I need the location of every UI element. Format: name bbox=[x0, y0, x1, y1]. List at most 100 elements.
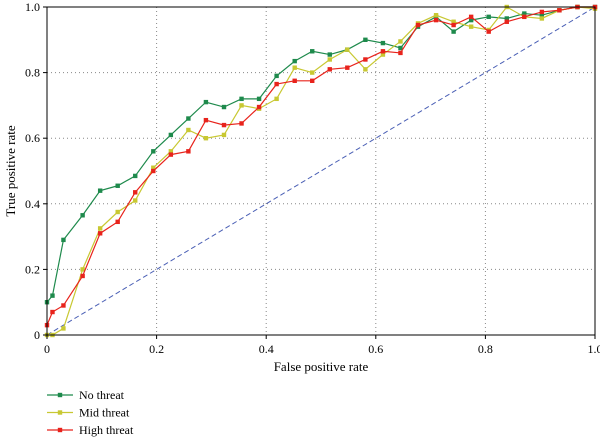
data-point-mid-threat bbox=[133, 198, 137, 202]
legend-label: No threat bbox=[79, 388, 125, 402]
data-point-high-threat bbox=[292, 79, 296, 83]
data-point-high-threat bbox=[133, 190, 137, 194]
data-point-high-threat bbox=[61, 303, 65, 307]
data-point-no-threat bbox=[80, 213, 84, 217]
data-point-no-threat bbox=[115, 184, 119, 188]
x-tick-label: 0 bbox=[44, 342, 50, 356]
x-axis-label: False positive rate bbox=[274, 359, 369, 374]
data-point-mid-threat bbox=[222, 133, 226, 137]
data-point-mid-threat bbox=[345, 47, 349, 51]
data-point-no-threat bbox=[257, 97, 261, 101]
data-point-high-threat bbox=[239, 121, 243, 125]
data-point-no-threat bbox=[98, 188, 102, 192]
legend-item-no-threat: No threat bbox=[47, 388, 125, 402]
series-line-no-threat bbox=[47, 7, 595, 302]
data-point-high-threat bbox=[469, 15, 473, 19]
data-point-no-threat bbox=[186, 116, 190, 120]
data-point-high-threat bbox=[451, 23, 455, 27]
series-no-threat bbox=[45, 5, 597, 305]
data-point-high-threat bbox=[363, 57, 367, 61]
data-point-no-threat bbox=[204, 100, 208, 104]
data-point-no-threat bbox=[328, 52, 332, 56]
series-line-high-threat bbox=[47, 7, 595, 325]
series-layer bbox=[45, 5, 597, 337]
data-point-high-threat bbox=[169, 152, 173, 156]
data-point-high-threat bbox=[540, 10, 544, 14]
series-mid-threat bbox=[45, 5, 597, 337]
data-point-high-threat bbox=[398, 51, 402, 55]
x-tick-label: 0.4 bbox=[259, 342, 274, 356]
data-point-no-threat bbox=[363, 38, 367, 42]
data-point-mid-threat bbox=[363, 67, 367, 71]
random-classifier-reference-line bbox=[47, 7, 595, 335]
data-point-high-threat bbox=[222, 123, 226, 127]
x-tick-label: 0.8 bbox=[478, 342, 493, 356]
legend-item-high-threat: High threat bbox=[47, 423, 134, 437]
data-point-no-threat bbox=[381, 41, 385, 45]
data-point-mid-threat bbox=[98, 226, 102, 230]
data-point-high-threat bbox=[310, 79, 314, 83]
data-point-high-threat bbox=[50, 310, 54, 314]
data-point-high-threat bbox=[522, 15, 526, 19]
x-axis-ticks: 0 0.2 0.4 0.6 0.8 1.0 bbox=[44, 335, 600, 356]
data-point-mid-threat bbox=[398, 39, 402, 43]
data-point-mid-threat bbox=[292, 65, 296, 69]
data-point-no-threat bbox=[50, 293, 54, 297]
data-point-no-threat bbox=[310, 49, 314, 53]
data-point-mid-threat bbox=[204, 136, 208, 140]
data-point-high-threat bbox=[505, 20, 509, 24]
data-point-mid-threat bbox=[61, 326, 65, 330]
y-tick-label: 0.6 bbox=[25, 131, 40, 145]
y-axis-ticks: 00.20.40.60.81.0 bbox=[25, 0, 47, 342]
data-point-high-threat bbox=[274, 82, 278, 86]
data-point-high-threat bbox=[98, 231, 102, 235]
y-tick-label: 0.2 bbox=[25, 262, 40, 276]
data-point-high-threat bbox=[151, 169, 155, 173]
data-point-high-threat bbox=[345, 65, 349, 69]
data-point-no-threat bbox=[292, 59, 296, 63]
x-tick-label: 0.6 bbox=[368, 342, 383, 356]
x-tick-label: 1.0 bbox=[588, 342, 600, 356]
data-point-no-threat bbox=[239, 97, 243, 101]
y-tick-label: 1.0 bbox=[25, 0, 40, 14]
legend: No threat Mid threat High threat bbox=[47, 388, 134, 437]
data-point-mid-threat bbox=[540, 16, 544, 20]
data-point-mid-threat bbox=[186, 128, 190, 132]
data-point-no-threat bbox=[151, 149, 155, 153]
legend-label: Mid threat bbox=[79, 406, 130, 420]
legend-item-mid-threat: Mid threat bbox=[47, 406, 130, 420]
data-point-high-threat bbox=[204, 118, 208, 122]
data-point-mid-threat bbox=[239, 103, 243, 107]
data-point-mid-threat bbox=[469, 24, 473, 28]
y-tick-label: 0 bbox=[34, 328, 40, 342]
data-point-no-threat bbox=[133, 174, 137, 178]
data-point-mid-threat bbox=[328, 57, 332, 61]
legend-swatch-marker bbox=[58, 410, 62, 414]
data-point-high-threat bbox=[416, 23, 420, 27]
legend-label: High threat bbox=[79, 423, 134, 437]
y-tick-label: 0.4 bbox=[25, 197, 40, 211]
data-point-high-threat bbox=[80, 274, 84, 278]
data-point-mid-threat bbox=[310, 70, 314, 74]
x-tick-label: 0.2 bbox=[149, 342, 164, 356]
data-point-high-threat bbox=[115, 220, 119, 224]
data-point-mid-threat bbox=[115, 210, 119, 214]
legend-swatch-marker bbox=[58, 428, 62, 432]
data-point-high-threat bbox=[328, 67, 332, 71]
data-point-high-threat bbox=[486, 29, 490, 33]
data-point-high-threat bbox=[557, 8, 561, 12]
data-point-high-threat bbox=[434, 18, 438, 22]
data-point-mid-threat bbox=[274, 97, 278, 101]
data-point-no-threat bbox=[222, 105, 226, 109]
data-point-no-threat bbox=[451, 29, 455, 33]
data-point-no-threat bbox=[169, 133, 173, 137]
data-point-high-threat bbox=[186, 149, 190, 153]
data-point-high-threat bbox=[381, 49, 385, 53]
y-axis-label: True positive rate bbox=[3, 125, 18, 216]
data-point-no-threat bbox=[61, 238, 65, 242]
legend-swatch-marker bbox=[58, 393, 62, 397]
data-point-no-threat bbox=[274, 74, 278, 78]
data-point-no-threat bbox=[486, 15, 490, 19]
